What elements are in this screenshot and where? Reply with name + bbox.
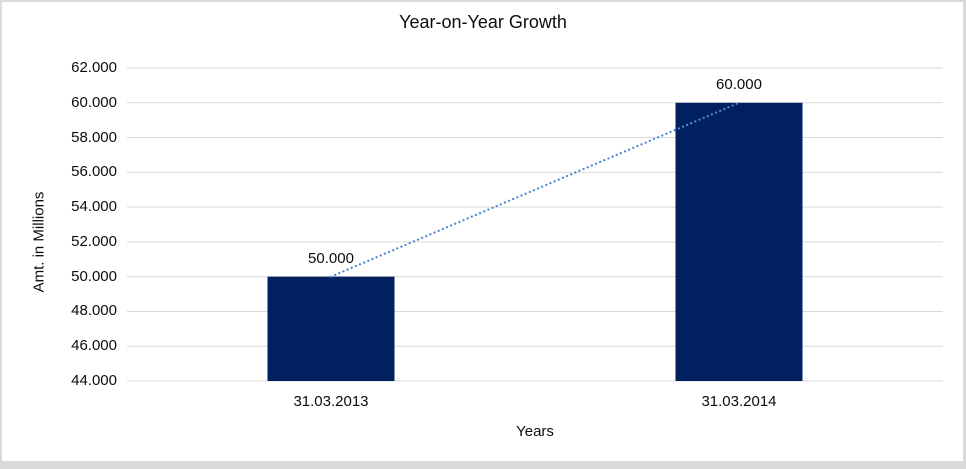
y-tick-label: 56.000 [71, 163, 117, 181]
x-tick-label: 31.03.2014 [701, 393, 777, 410]
trendline [329, 101, 741, 278]
y-tick-label: 52.000 [71, 232, 117, 250]
y-tick-label: 48.000 [71, 302, 117, 320]
y-tick-label: 50.000 [71, 267, 117, 285]
y-tick-label: 58.000 [71, 128, 117, 146]
y-tick-label: 60.000 [71, 93, 117, 111]
y-tick-label: 44.000 [71, 372, 117, 389]
bar [675, 102, 803, 382]
x-axis-title: Years [516, 423, 554, 440]
chart-title: Year-on-Year Growth [399, 12, 567, 32]
bar-value-label: 60.000 [716, 75, 762, 93]
y-tick-label: 46.000 [71, 337, 117, 355]
bar [267, 276, 395, 381]
x-tick-label: 31.03.2013 [293, 393, 369, 410]
y-tick-label: 54.000 [71, 198, 117, 216]
y-tick-label: 62.000 [71, 59, 117, 76]
bar-value-label: 50.000 [308, 249, 354, 267]
